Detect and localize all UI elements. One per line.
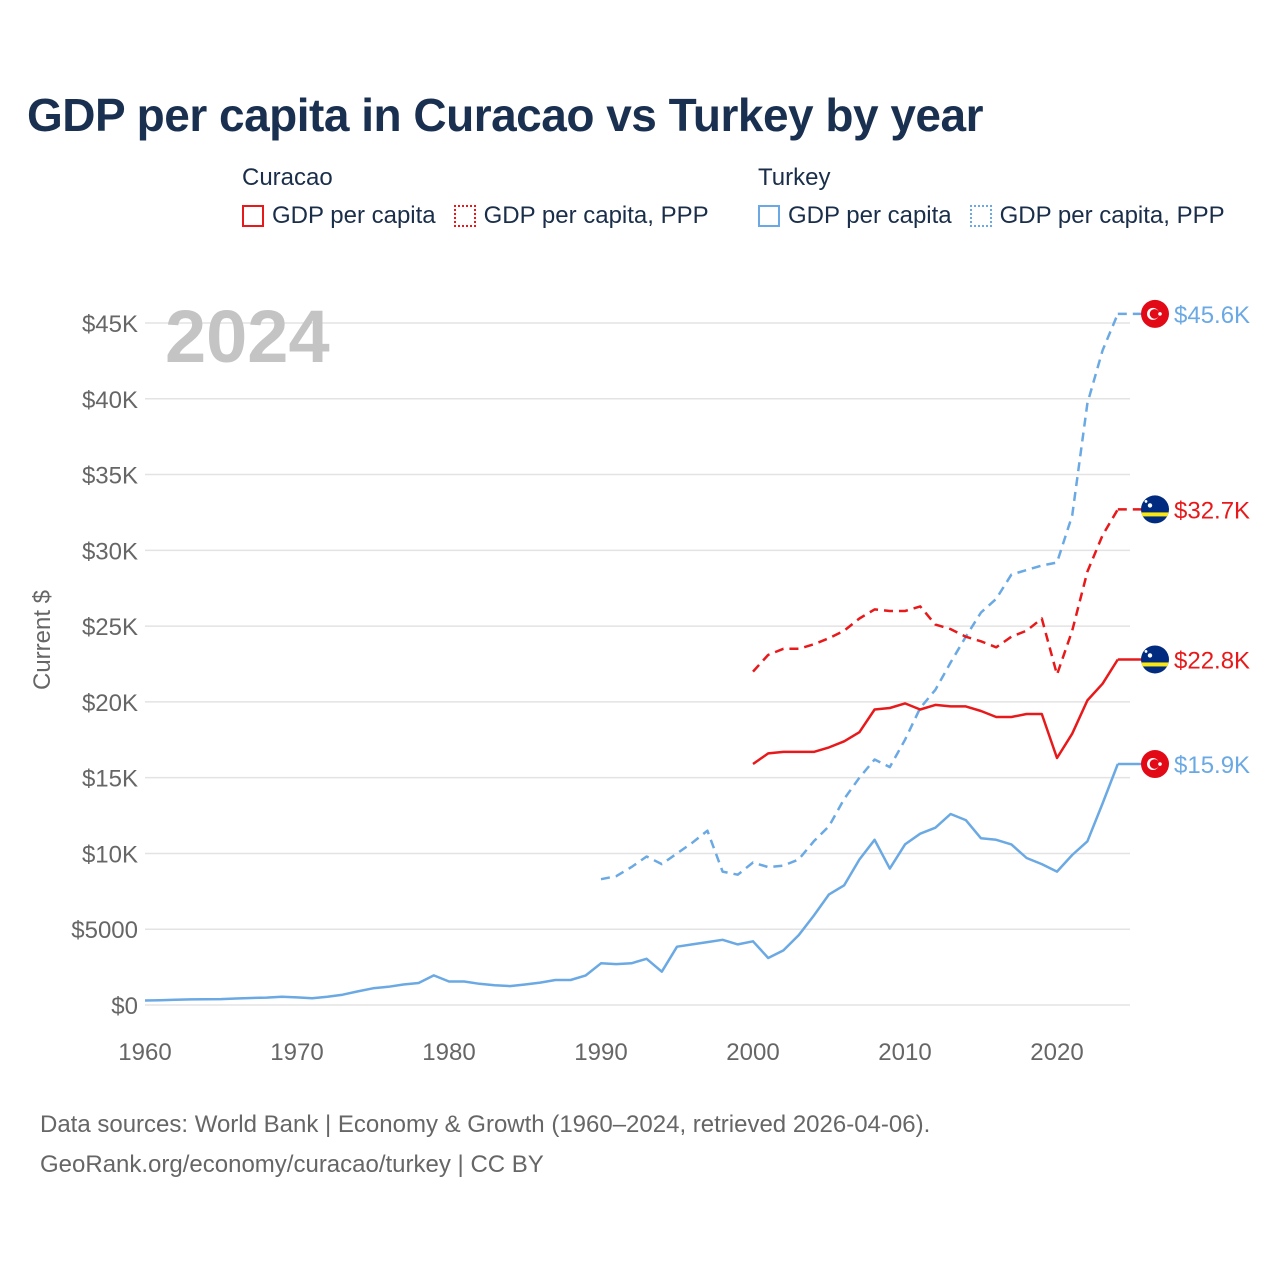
legend-label: GDP per capita, PPP (999, 202, 1225, 229)
turkey-flag-icon (1141, 299, 1169, 328)
legend-swatch-dotted (969, 205, 992, 227)
legend-label: GDP per capita (788, 202, 952, 229)
x-tick-label: 1970 (270, 1039, 323, 1066)
legend-item-turkey-gdp[interactable]: GDP per capita (758, 202, 952, 230)
legend-item-curacao-gdp[interactable]: GDP per capita (242, 202, 436, 230)
x-tick-label: 1990 (574, 1039, 627, 1066)
y-tick-label: $25K (82, 614, 138, 641)
legend-item-turkey-gdp-ppp[interactable]: GDP per capita, PPP (969, 202, 1225, 230)
data-source-text: Data sources: World Bank | Economy & Gro… (40, 1111, 931, 1138)
y-axis-title: Current $ (29, 590, 56, 690)
x-tick-label: 2000 (726, 1039, 779, 1066)
y-tick-label: $30K (82, 538, 138, 565)
year-watermark: 2024 (165, 295, 330, 378)
y-tick-label: $15K (82, 766, 138, 793)
curacao-flag-icon (1141, 645, 1169, 674)
y-tick-label: $20K (82, 690, 138, 717)
x-tick-label: 1980 (422, 1039, 475, 1066)
legend-item-curacao-gdp-ppp[interactable]: GDP per capita, PPP (453, 202, 709, 230)
legend-label: GDP per capita (272, 202, 436, 229)
source-link[interactable]: GeoRank.org/economy/curacao/turkey | CC … (40, 1151, 544, 1178)
series-line[interactable] (752, 508, 1119, 676)
legend-group-turkey: Turkey GDP per capita GDP per capita, PP… (758, 160, 1225, 230)
legend-swatch-solid (242, 205, 264, 227)
x-tick-label: 2020 (1030, 1039, 1083, 1066)
y-tick-label: $35K (82, 463, 138, 490)
legend-swatch-dotted (453, 205, 476, 227)
x-tick-label: 2010 (878, 1039, 931, 1066)
turkey-flag-icon (1141, 750, 1169, 779)
end-value-label: $32.7K (1174, 497, 1250, 524)
legend-swatch-solid (758, 205, 780, 227)
end-value-label: $22.8K (1174, 647, 1250, 674)
y-tick-label: $10K (82, 841, 138, 868)
series-line[interactable] (600, 313, 1119, 881)
legend-label: GDP per capita, PPP (483, 202, 709, 229)
series-line[interactable] (144, 763, 1119, 1002)
curacao-flag-icon (1141, 495, 1169, 524)
y-tick-label: $0 (111, 993, 138, 1020)
y-tick-label: $40K (82, 387, 138, 414)
x-tick-label: 1960 (118, 1039, 171, 1066)
end-value-label: $15.9K (1174, 752, 1250, 779)
end-value-label: $45.6K (1174, 302, 1250, 329)
footer: Data sources: World Bank | Economy & Gro… (40, 1105, 930, 1185)
legend-group-title: Turkey (758, 164, 831, 191)
chart-title: GDP per capita in Curacao vs Turkey by y… (27, 89, 984, 141)
legend-group-title: Curacao (242, 164, 333, 191)
legend-group-curacao: Curacao GDP per capita GDP per capita, P… (242, 160, 709, 230)
y-tick-label: $45K (82, 311, 138, 338)
y-tick-label: $5000 (71, 917, 138, 944)
series-line[interactable] (752, 658, 1119, 766)
